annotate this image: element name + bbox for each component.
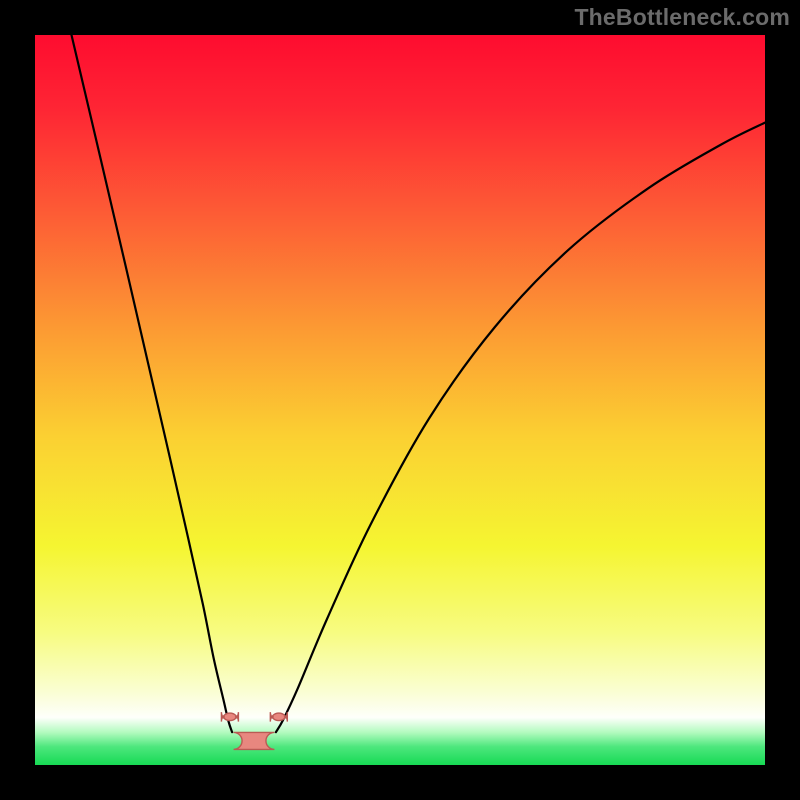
watermark-text: TheBottleneck.com — [574, 4, 790, 31]
chart-frame: TheBottleneck.com — [0, 0, 800, 800]
gradient-background — [35, 35, 765, 765]
bottleneck-chart — [35, 35, 765, 765]
